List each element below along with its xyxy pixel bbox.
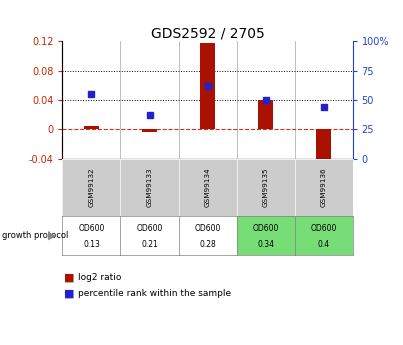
Text: ■: ■ (64, 273, 75, 283)
Text: 0.13: 0.13 (83, 240, 100, 249)
Bar (84, 126, 99, 129)
Text: log2 ratio: log2 ratio (78, 273, 121, 282)
Text: OD600: OD600 (252, 224, 279, 233)
Text: growth protocol: growth protocol (2, 231, 69, 240)
Text: OD600: OD600 (78, 224, 105, 233)
Text: ▶: ▶ (48, 230, 57, 240)
Text: GSM99135: GSM99135 (263, 167, 268, 207)
Bar (142, 129, 157, 132)
Text: OD600: OD600 (310, 224, 337, 233)
Text: 0.28: 0.28 (199, 240, 216, 249)
Text: ■: ■ (64, 288, 75, 298)
Bar (316, 129, 331, 166)
Text: percentile rank within the sample: percentile rank within the sample (78, 289, 231, 298)
Text: 0.21: 0.21 (141, 240, 158, 249)
Bar (258, 100, 273, 129)
Text: GSM99134: GSM99134 (205, 167, 210, 207)
Text: GSM99133: GSM99133 (147, 167, 152, 207)
Text: 0.4: 0.4 (318, 240, 330, 249)
Text: OD600: OD600 (136, 224, 163, 233)
Text: GSM99136: GSM99136 (321, 167, 326, 207)
Title: GDS2592 / 2705: GDS2592 / 2705 (151, 26, 264, 40)
Text: GSM99132: GSM99132 (89, 167, 94, 207)
Text: 0.34: 0.34 (257, 240, 274, 249)
Bar (200, 43, 215, 129)
Text: OD600: OD600 (194, 224, 221, 233)
